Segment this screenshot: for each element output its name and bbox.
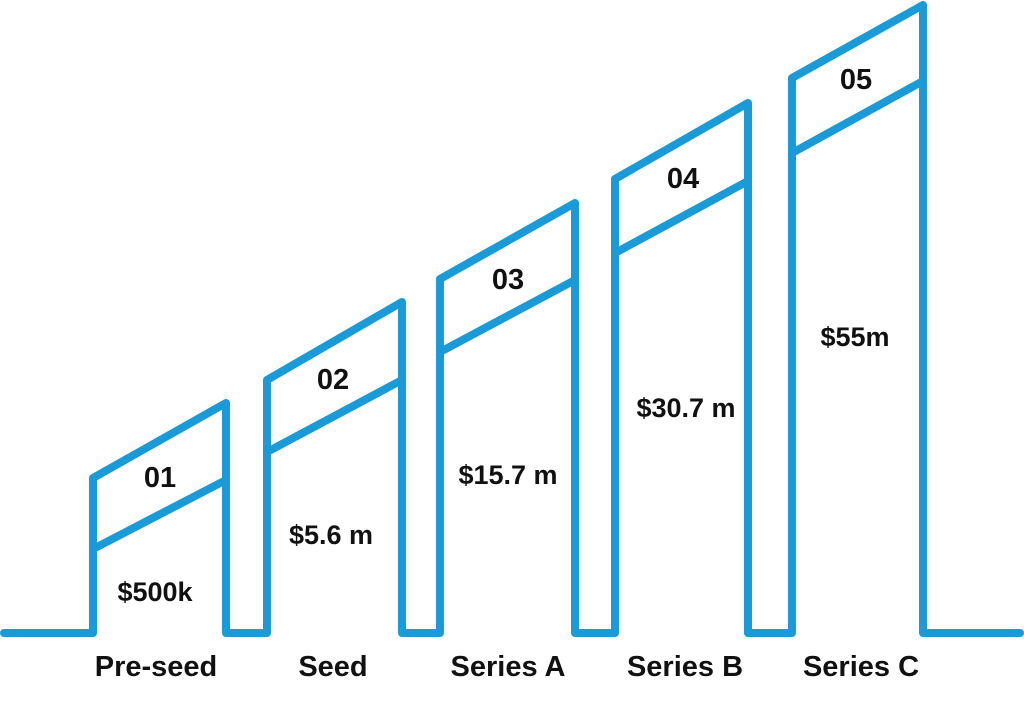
baseline-outline [0, 1, 1024, 637]
bar-3-divider [436, 276, 579, 356]
stage-1-amount: $500k [117, 577, 193, 607]
stage-4-name: Series B [626, 651, 744, 683]
stage-3-name: Series A [450, 651, 566, 683]
stage-5-name: Series C [802, 651, 920, 683]
bar-5-divider [788, 77, 927, 157]
stage-1-name: Pre-seed [94, 651, 218, 683]
stage-2-amount: $5.6 m [288, 520, 374, 550]
bar-4-divider [611, 177, 752, 257]
stage-4-number: 04 [666, 163, 700, 195]
bar-2-divider [263, 376, 406, 456]
stage-4-amount: $30.7 m [636, 393, 736, 423]
stage-1-number: 01 [143, 462, 177, 494]
stage-5-number: 05 [839, 64, 873, 96]
stage-3-number: 03 [491, 264, 525, 296]
bar-1-divider [89, 476, 230, 553]
stage-3-amount: $15.7 m [458, 460, 558, 490]
stage-2-name: Seed [298, 651, 368, 683]
stage-2-number: 02 [316, 364, 350, 396]
stage-5-amount: $55m [820, 322, 890, 352]
